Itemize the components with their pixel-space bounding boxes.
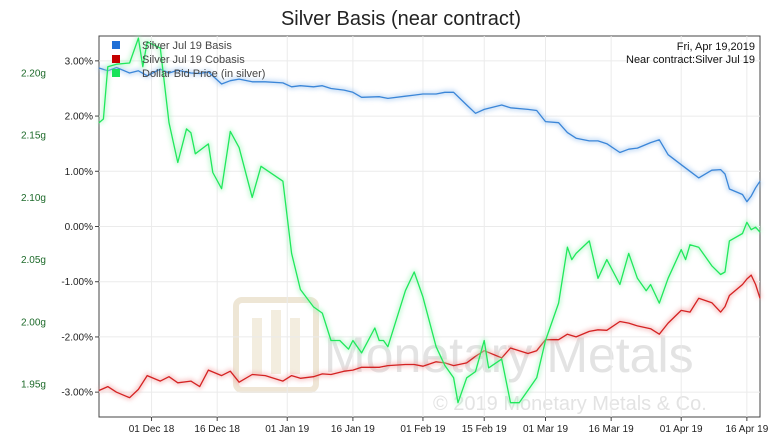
y-axis-right: 2.20g 2.15g 2.10g 2.05g 2.00g 1.95g xyxy=(21,68,46,390)
y-left-tick-label: 1.00% xyxy=(65,167,93,178)
chart-title: Silver Basis (near contract) xyxy=(281,8,521,30)
x-tick-label: 16 Dec 18 xyxy=(194,424,240,435)
y-left-tick-label: 3.00% xyxy=(65,56,93,67)
y-right-tick-label: 2.20g xyxy=(21,68,46,79)
x-tick-label: 01 Mar 19 xyxy=(523,424,568,435)
y-left-tick-label: -2.00% xyxy=(61,332,93,343)
x-tick-label: 15 Feb 19 xyxy=(462,424,507,435)
series-line-dollar-bid xyxy=(98,37,761,404)
watermark-logo xyxy=(233,297,319,393)
series-line-basis xyxy=(98,66,761,203)
x-tick-label: 01 Apr 19 xyxy=(660,424,703,435)
y-right-tick-label: 2.10g xyxy=(21,193,46,204)
y-left-tick-label: 2.00% xyxy=(65,112,93,123)
y-left-tick-label: 0.00% xyxy=(65,222,93,233)
legend-swatch-cobasis xyxy=(112,55,120,63)
info-date: Fri, Apr 19,2019 xyxy=(677,41,755,53)
x-tick-label: 16 Apr 19 xyxy=(725,424,768,435)
x-tick-label: 01 Dec 18 xyxy=(129,424,175,435)
legend-swatch-dollar-bid xyxy=(112,69,120,77)
info-contract: Near contract:Silver Jul 19 xyxy=(626,54,755,66)
watermark-copyright: © 2019 Monetary Metals & Co. xyxy=(433,393,707,415)
series-layer xyxy=(97,35,763,406)
watermark: Monetary Metals © 2019 Monetary Metals &… xyxy=(233,297,707,415)
x-tick-label: 16 Mar 19 xyxy=(589,424,634,435)
x-tick-label: 01 Jan 19 xyxy=(265,424,309,435)
series-line-cobasis xyxy=(98,274,761,399)
legend-swatch-basis xyxy=(112,41,120,49)
legend-label-cobasis: Silver Jul 19 Cobasis xyxy=(142,54,245,66)
y-left-tick-label: -3.00% xyxy=(61,388,93,399)
y-right-tick-label: 1.95g xyxy=(21,380,46,391)
legend: Silver Jul 19 Basis Silver Jul 19 Cobasi… xyxy=(112,40,265,80)
y-left-tick-label: -1.00% xyxy=(61,277,93,288)
x-tick-label: 01 Feb 19 xyxy=(400,424,445,435)
grid-lines xyxy=(99,36,760,417)
legend-label-basis: Silver Jul 19 Basis xyxy=(142,40,232,52)
y-right-tick-label: 2.15g xyxy=(21,131,46,142)
series-line-basis-glow xyxy=(98,65,763,205)
x-axis: 01 Dec 18 16 Dec 18 01 Jan 19 16 Jan 19 01 F… xyxy=(129,417,769,435)
watermark-brand: Monetary Metals xyxy=(324,327,694,383)
y-right-tick-label: 2.05g xyxy=(21,255,46,266)
legend-label-dollar-bid: Dollar Bid Price (in silver) xyxy=(142,68,265,80)
y-right-tick-label: 2.00g xyxy=(21,317,46,328)
x-tick-label: 16 Jan 19 xyxy=(331,424,375,435)
y-axis-left: 3.00% 2.00% 1.00% 0.00% -1.00% -2.00% -3.00% xyxy=(61,56,99,399)
